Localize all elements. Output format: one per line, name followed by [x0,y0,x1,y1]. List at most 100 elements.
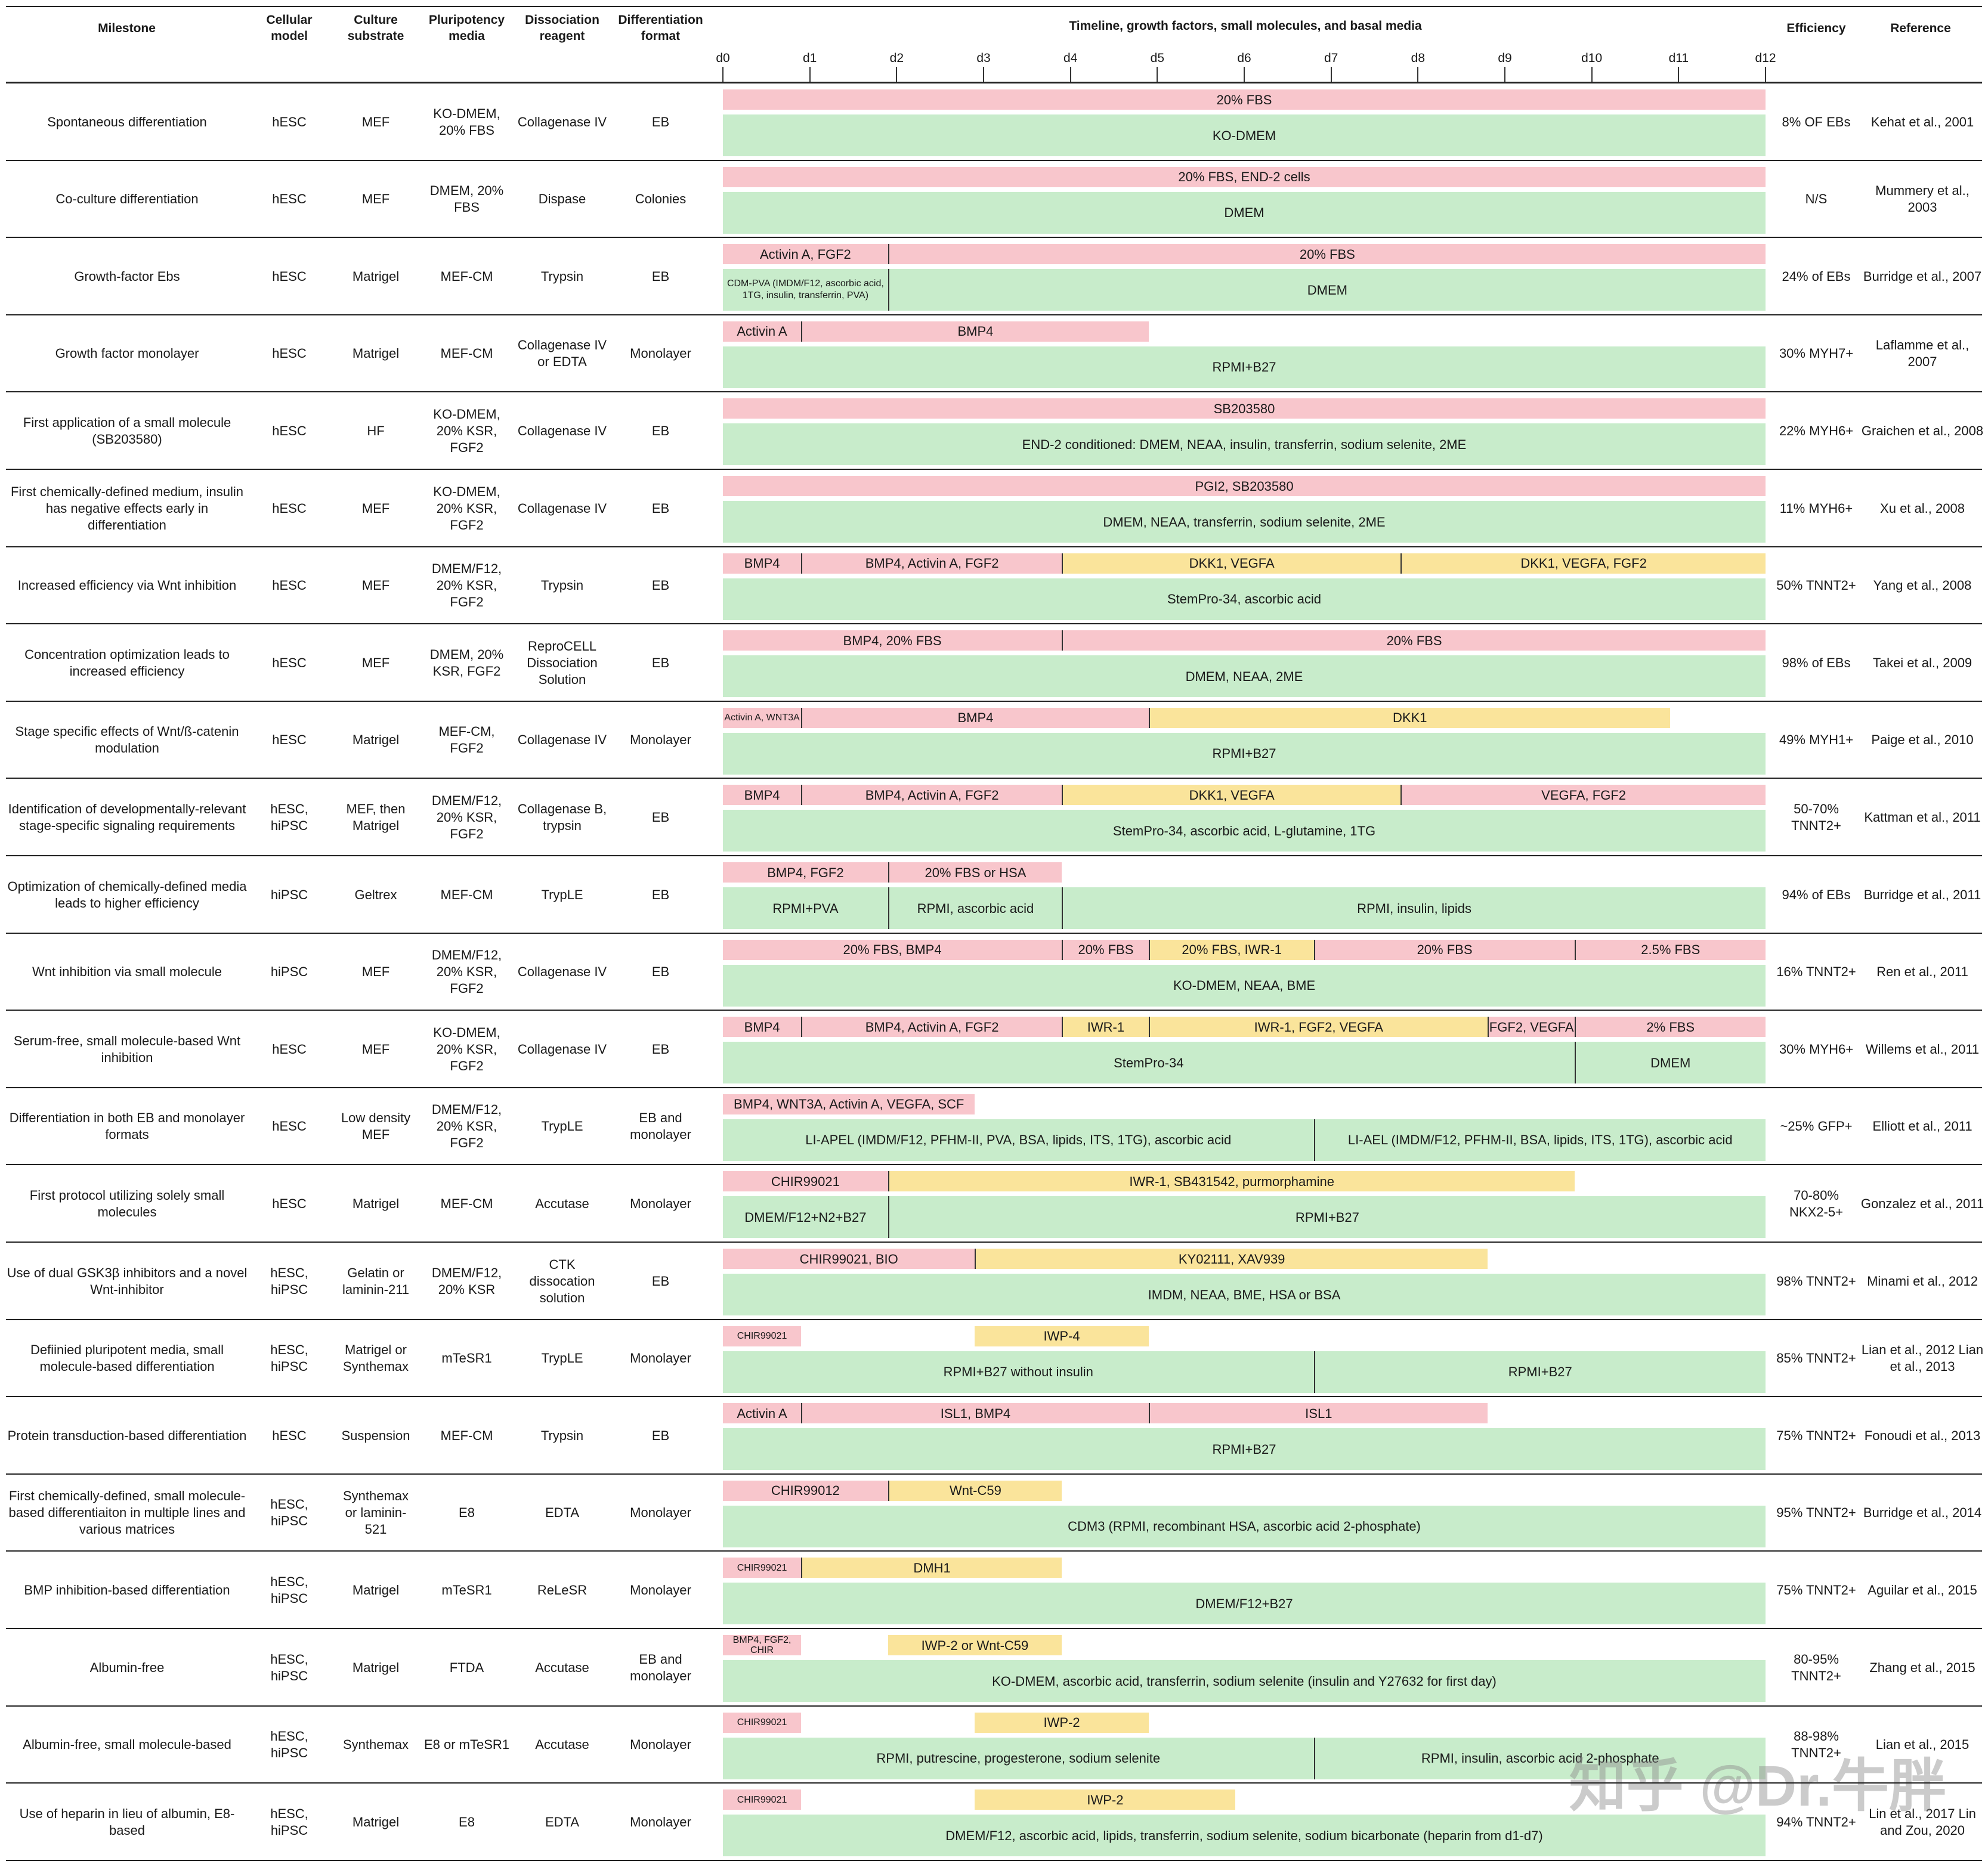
cell-efficiency: 75% TNNT2+ [1776,1428,1856,1443]
row-divider [6,1086,1982,1088]
day-tick-mark [1157,67,1158,82]
table-row: Increased efficiency via Wnt inhibition h… [0,547,1988,624]
table-row: First application of a small molecule (S… [0,392,1988,469]
cell-efficiency: 88-98% TNNT2+ [1791,1729,1841,1761]
cell-milestone: First protocol utilizing solely small mo… [29,1187,225,1219]
cell-milestone: First chemically-defined, small molecule… [8,1488,246,1537]
cell-reference: Xu et al., 2008 [1880,500,1965,516]
small-molecule-bar: DKK1 [1148,707,1670,728]
cell-differentiation-format: Monolayer [630,1505,691,1521]
cell-cellular-model: hiPSC [270,887,308,902]
cell-differentiation-format: EB [651,1041,670,1057]
day-tick-mark [1069,67,1071,82]
small-molecule-bar: IWP-4 [975,1326,1149,1346]
cell-differentiation-format: EB [651,809,670,825]
basal-media-bar: StemPro-34, ascorbic acid [723,578,1766,620]
growth-factor-bar: SB203580 [723,398,1766,419]
small-molecule-bar: DKK1, VEGFA [1062,785,1401,806]
growth-factor-bar: BMP4 [723,1017,802,1038]
small-molecule-bar: DKK1, VEGFA, FGF2 [1400,553,1766,574]
table-row: Stage specific effects of Wnt/ß-catenin … [0,702,1988,779]
cell-reference: Kehat et al., 2001 [1870,114,1974,129]
cell-culture-substrate: MEF [361,578,390,593]
cell-cellular-model: hESC [272,732,307,748]
cell-differentiation-format: EB and monolayer [630,1110,691,1143]
small-molecule-bar: KY02111, XAV939 [975,1249,1488,1269]
cell-reference: Minami et al., 2012 [1867,1273,1978,1289]
basal-media-bar: RPMI, putrescine, progesterone, sodium s… [723,1737,1314,1779]
cell-cellular-model: hESC [272,346,307,361]
day-tick-mark [1591,67,1593,82]
cell-culture-substrate: Matrigel [352,1196,400,1211]
cell-efficiency: 80-95% TNNT2+ [1791,1651,1841,1683]
day-tick-label: d3 [976,51,991,65]
cell-culture-substrate: MEF [361,500,390,516]
growth-factor-bar: BMP4, Activin A, FGF2 [801,553,1062,574]
day-tick-mark [1678,67,1680,82]
header-differentiation-format: Differentiation format [618,13,703,43]
cell-efficiency: 24% of EBs [1782,268,1851,284]
row-divider [6,237,1982,239]
cell-dissociation-reagent: CTK dissocation solution [529,1256,595,1305]
header-culture-substrate: Culture substrate [347,13,404,43]
cell-culture-substrate: Synthemax or laminin-521 [342,1488,409,1537]
cell-efficiency: N/S [1805,191,1828,207]
cell-milestone: Wnt inhibition via small molecule [32,964,222,980]
basal-media-bar: StemPro-34, ascorbic acid, L-glutamine, … [723,810,1766,852]
basal-media-bar: RPMI+B27 [723,732,1766,775]
cell-efficiency: 94% of EBs [1782,887,1851,902]
basal-media-bar: KO-DMEM [723,114,1766,156]
cell-milestone: Protein transduction-based differentiati… [7,1428,247,1443]
row-divider [6,469,1982,470]
cell-cellular-model: hESC, hiPSC [270,1265,308,1297]
cell-cellular-model: hESC [272,1196,307,1211]
day-tick-label: d2 [889,51,904,65]
growth-factor-bar: 20% FBS [1062,939,1149,960]
cell-culture-substrate: Suspension [341,1428,410,1443]
cell-pluripotency-media: DMEM/F12, 20% KSR [431,1265,502,1297]
small-molecule-bar: IWP-2 [975,1789,1236,1810]
growth-factor-bar: CHIR99021 [723,1789,802,1810]
cell-milestone: Concentration optimization leads to incr… [24,646,230,679]
cell-pluripotency-media: MEF-CM [440,1428,493,1443]
day-tick-label: d4 [1063,51,1078,65]
cell-differentiation-format: EB [651,578,670,593]
cell-culture-substrate: Low density MEF [341,1110,411,1143]
cell-dissociation-reagent: Collagenase B, trypsin [517,801,607,833]
cell-reference: Paige et al., 2010 [1871,732,1974,748]
cell-milestone: Use of dual GSK3β inhibitors and a novel… [7,1265,248,1297]
cell-efficiency: 85% TNNT2+ [1776,1351,1856,1366]
row-divider [6,1782,1982,1784]
row-divider [6,1164,1982,1166]
cell-differentiation-format: Monolayer [630,1814,691,1829]
cell-reference: Ren et al., 2011 [1876,964,1968,980]
cell-milestone: Defiinied pluripotent media, small molec… [30,1342,224,1374]
cell-reference: Burridge et al., 2014 [1863,1505,1982,1521]
cell-reference: Aguilar et al., 2015 [1868,1582,1977,1597]
cell-cellular-model: hESC, hiPSC [270,1729,308,1761]
row-divider [6,1705,1982,1707]
cell-milestone: Growth-factor Ebs [74,268,180,284]
row-divider [6,1396,1982,1398]
day-tick-mark [1244,67,1245,82]
growth-factor-bar: FGF2, VEGFA [1487,1017,1575,1038]
day-tick-label: d5 [1150,51,1165,65]
cell-reference: Elliott et al., 2011 [1872,1119,1972,1134]
cell-culture-substrate: Matrigel [352,1582,400,1597]
cell-differentiation-format: Monolayer [630,1196,691,1211]
cell-differentiation-format: Monolayer [630,1737,691,1753]
table-row: Concentration optimization leads to incr… [0,624,1988,701]
cell-efficiency: 95% TNNT2+ [1776,1505,1856,1521]
cell-pluripotency-media: mTeSR1 [441,1351,492,1366]
cell-dissociation-reagent: Trypsin [540,1428,584,1443]
growth-factor-bar: 20% FBS [1062,630,1766,651]
day-tick-label: d9 [1498,51,1512,65]
cell-pluripotency-media: E8 or mTeSR1 [423,1737,510,1753]
table-row: Albumin-free hESC, hiPSC Matrigel FTDA Accut… [0,1629,1988,1706]
table-row: Albumin-free, small molecule-based hESC, … [0,1707,1988,1784]
cell-milestone: Optimization of chemically-defined media… [7,878,247,911]
cell-dissociation-reagent: Collagenase IV [517,423,607,438]
basal-media-bar: RPMI, insulin, ascorbic acid 2-phosphate [1313,1737,1766,1779]
table-row: Use of heparin in lieu of albumin, E8-ba… [0,1784,1988,1860]
cell-reference: Takei et al., 2009 [1872,655,1972,670]
